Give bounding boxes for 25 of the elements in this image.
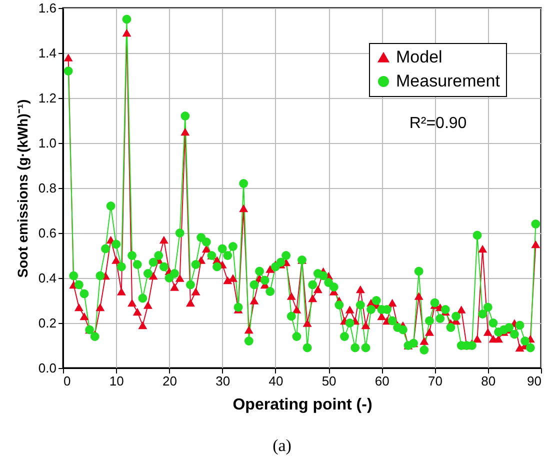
x-tick-label: 80 <box>481 374 496 388</box>
legend-label: Model <box>396 48 442 66</box>
x-tick-label: 90 <box>527 374 542 388</box>
y-tick-label: 0.6 <box>38 226 56 240</box>
y-tick-label: 1.0 <box>38 136 56 150</box>
x-tick-label: 50 <box>322 374 336 388</box>
x-tick-label: 20 <box>162 374 177 388</box>
x-tick-label: 10 <box>109 374 124 388</box>
x-tick-label: 0 <box>64 374 71 388</box>
y-tick-label: 0.2 <box>38 316 56 330</box>
annotation: R²=0.90 <box>409 115 467 132</box>
legend-label: Measurement <box>396 72 500 90</box>
y-tick-label: 1.6 <box>38 0 56 16</box>
x-tick-label: 70 <box>428 374 443 388</box>
y-tick-label: 0.4 <box>38 270 56 286</box>
y-tick-label: 0.0 <box>38 360 56 376</box>
y-tick-label: 0.8 <box>38 180 56 196</box>
x-tick-label: 40 <box>268 374 284 388</box>
y-tick-label: 1.4 <box>38 46 56 60</box>
y-tick-label: 1.2 <box>38 90 56 106</box>
y-axis-title: Soot emissions (g·(kWh)⁻¹) <box>14 99 30 278</box>
x-axis-title: Operating point (-) <box>232 396 372 414</box>
text: (a) <box>272 436 292 455</box>
x-tick-label: 60 <box>374 374 390 388</box>
x-tick-label: 30 <box>216 374 230 388</box>
